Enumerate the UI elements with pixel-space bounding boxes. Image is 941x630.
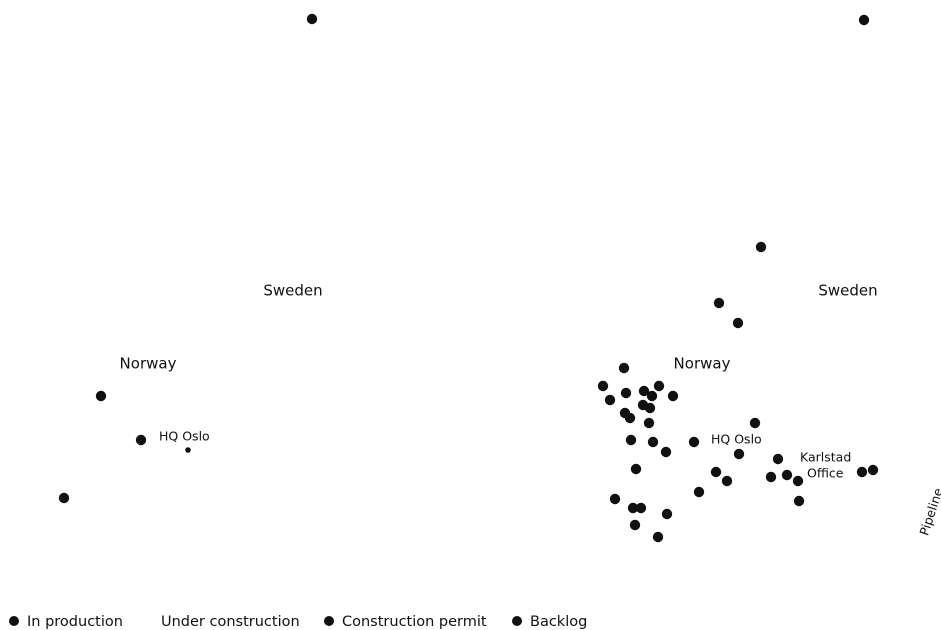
site-dot bbox=[793, 495, 805, 507]
site-dot bbox=[627, 502, 639, 514]
site-dot bbox=[667, 390, 679, 402]
legend-label: Under construction bbox=[161, 614, 300, 630]
legend-label: Construction permit bbox=[342, 614, 487, 630]
site-dot bbox=[609, 493, 621, 505]
office-label: HQ Oslo bbox=[711, 432, 762, 447]
legend-label: Backlog bbox=[530, 614, 587, 630]
site-dot bbox=[688, 436, 700, 448]
site-dot bbox=[713, 297, 725, 309]
site-dot bbox=[604, 394, 616, 406]
site-dot bbox=[58, 492, 70, 504]
site-dot bbox=[755, 241, 767, 253]
site-dot bbox=[618, 362, 630, 374]
site-dot bbox=[643, 417, 655, 429]
site-dot bbox=[629, 519, 641, 531]
site-dot bbox=[625, 434, 637, 446]
site-dot bbox=[624, 412, 636, 424]
site-dot bbox=[185, 447, 191, 453]
site-dot bbox=[765, 471, 777, 483]
site-dot bbox=[856, 466, 868, 478]
site-dot bbox=[749, 417, 761, 429]
site-dot bbox=[620, 387, 632, 399]
legend: In production Under construction Constru… bbox=[9, 614, 587, 630]
side-label: Pipeline bbox=[916, 486, 941, 537]
legend-dot bbox=[9, 616, 19, 626]
country-label: Sweden bbox=[263, 282, 322, 300]
country-label: Sweden bbox=[818, 282, 877, 300]
office-label: Office bbox=[807, 466, 844, 481]
site-dot bbox=[858, 14, 870, 26]
country-label: Norway bbox=[674, 355, 731, 373]
site-dot bbox=[647, 436, 659, 448]
site-dot bbox=[653, 380, 665, 392]
site-dot bbox=[710, 466, 722, 478]
office-label: HQ Oslo bbox=[159, 429, 210, 444]
country-label: Norway bbox=[120, 355, 177, 373]
site-markers bbox=[58, 13, 879, 543]
site-dot bbox=[732, 317, 744, 329]
site-dot bbox=[867, 464, 879, 476]
site-dot bbox=[772, 453, 784, 465]
site-dot bbox=[721, 475, 733, 487]
office-label: Karlstad bbox=[800, 450, 851, 465]
site-dot bbox=[646, 390, 658, 402]
site-dot bbox=[306, 13, 318, 25]
legend-dot bbox=[324, 616, 334, 626]
legend-label: In production bbox=[27, 614, 123, 630]
site-dot bbox=[733, 448, 745, 460]
site-dot bbox=[644, 402, 656, 414]
site-dot bbox=[135, 434, 147, 446]
legend-dot bbox=[512, 616, 522, 626]
site-dot bbox=[630, 463, 642, 475]
site-dot bbox=[660, 446, 672, 458]
site-dot bbox=[638, 385, 650, 397]
site-dot bbox=[652, 531, 664, 543]
site-dot bbox=[781, 469, 793, 481]
site-dot bbox=[635, 502, 647, 514]
site-dot bbox=[693, 486, 705, 498]
legend-dot bbox=[143, 616, 153, 626]
site-dot bbox=[661, 508, 673, 520]
site-dot bbox=[95, 390, 107, 402]
site-dot bbox=[792, 475, 804, 487]
site-dot bbox=[597, 380, 609, 392]
